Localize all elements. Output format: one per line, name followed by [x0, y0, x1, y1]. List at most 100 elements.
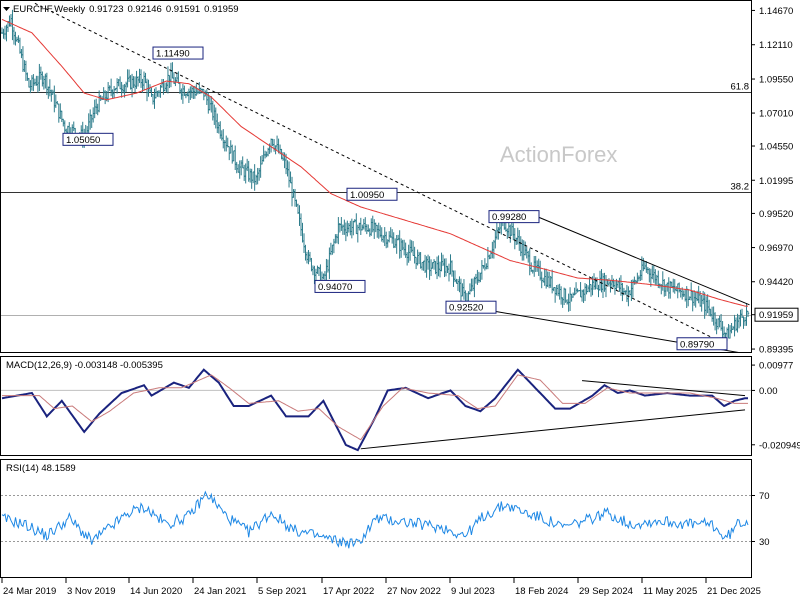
price-bar: [570, 293, 573, 302]
price-bar: [30, 75, 34, 91]
price-bar: [256, 167, 259, 185]
price-bar: [304, 244, 307, 261]
price-bar: [667, 277, 670, 299]
price-bar: [311, 265, 315, 276]
price-bar: [241, 156, 244, 169]
price-bar: [473, 276, 476, 298]
price-bar: [335, 234, 339, 244]
price-bar: [559, 286, 563, 305]
price-bar: [337, 217, 340, 245]
price-bar: [468, 283, 472, 295]
price-bar: [524, 241, 527, 256]
price-bar: [42, 75, 46, 90]
price-bar: [33, 78, 37, 86]
trendline[interactable]: [537, 216, 750, 306]
trendline[interactable]: [34, 2, 728, 346]
price-bar: [727, 323, 730, 339]
price-bar: [344, 222, 348, 242]
price-bar: [687, 288, 690, 307]
price-bar: [359, 217, 362, 235]
price-bar: [609, 280, 612, 293]
price-bar: [538, 260, 542, 281]
price-bar: [295, 199, 298, 207]
price-bar: [480, 260, 484, 280]
price-bar: [528, 248, 531, 276]
price-bar: [39, 66, 43, 80]
price-bar: [50, 89, 53, 102]
watermark: ActionForex: [500, 142, 617, 167]
price-bar: [420, 261, 424, 271]
price-bar: [248, 168, 252, 183]
price-bar: [630, 279, 633, 302]
price-bar: [238, 160, 241, 179]
price-tick-label: 0.94420: [759, 277, 793, 288]
price-bar: [536, 260, 539, 272]
price-bar: [214, 107, 217, 129]
price-bar: [648, 268, 651, 283]
price-bar: [376, 224, 379, 238]
macd-title: MACD(12,26,9) -0.003148 -0.005395: [6, 360, 163, 371]
price-bar: [299, 213, 303, 237]
price-bar: [213, 104, 216, 125]
price-bar: [45, 72, 49, 96]
price-annotation: 0.89790: [676, 337, 728, 351]
price-bar: [133, 76, 137, 93]
price-bar: [589, 284, 593, 297]
price-bar: [362, 218, 365, 230]
macd-tick-label: 0.00977: [759, 361, 793, 372]
svg-text:0.92520: 0.92520: [449, 303, 483, 314]
price-bar: [169, 62, 173, 88]
symbol-menu-icon[interactable]: [3, 7, 10, 11]
price-bar: [562, 287, 566, 305]
price-bar: [407, 244, 410, 263]
price-bar: [382, 235, 385, 243]
price-bar: [456, 279, 460, 291]
svg-text:0.99280: 0.99280: [492, 212, 526, 223]
price-bar: [216, 113, 219, 134]
price-bar: [24, 60, 28, 81]
svg-text:1.05050: 1.05050: [66, 135, 100, 146]
price-bar: [275, 135, 279, 150]
price-bar: [706, 294, 709, 314]
price-bar: [365, 224, 368, 235]
price-bar: [124, 81, 128, 93]
price-bar: [405, 252, 409, 266]
main-panel-frame: [0, 0, 752, 353]
price-bar: [393, 238, 397, 248]
svg-text:1.11490: 1.11490: [156, 49, 190, 60]
price-bar: [219, 121, 222, 139]
price-bar: [518, 230, 521, 251]
price-bar: [142, 71, 146, 91]
price-bar: [438, 261, 442, 278]
weekly-price-bars: [1, 9, 750, 344]
price-bar: [479, 272, 482, 283]
price-bar: [583, 283, 587, 302]
macd-trendline[interactable]: [360, 409, 746, 450]
macd-trendline[interactable]: [582, 380, 746, 397]
price-bar: [135, 70, 138, 89]
price-bar: [458, 276, 461, 293]
price-bar: [132, 76, 135, 89]
price-bar: [262, 145, 265, 162]
price-bar: [183, 85, 186, 96]
price-bar: [54, 94, 58, 108]
price-bar: [733, 314, 736, 337]
price-bar: [153, 88, 156, 109]
price-bar: [669, 280, 672, 299]
price-bar: [322, 273, 325, 280]
price-bar: [292, 189, 295, 198]
price-bar: [509, 224, 512, 243]
price-bar: [443, 258, 446, 278]
price-bar: [531, 269, 534, 274]
main-chart-title: EURCHF,Weekly 0.91723 0.92146 0.91591 0.9195…: [13, 4, 239, 15]
price-bar: [156, 90, 159, 97]
price-bar: [41, 71, 44, 87]
price-bar: [217, 122, 220, 134]
price-bar: [646, 266, 650, 275]
price-bar: [250, 168, 253, 189]
price-bar: [402, 239, 406, 256]
price-bar: [102, 87, 105, 100]
price-bar: [571, 292, 575, 298]
price-bar: [652, 265, 656, 283]
price-bar: [395, 235, 398, 254]
